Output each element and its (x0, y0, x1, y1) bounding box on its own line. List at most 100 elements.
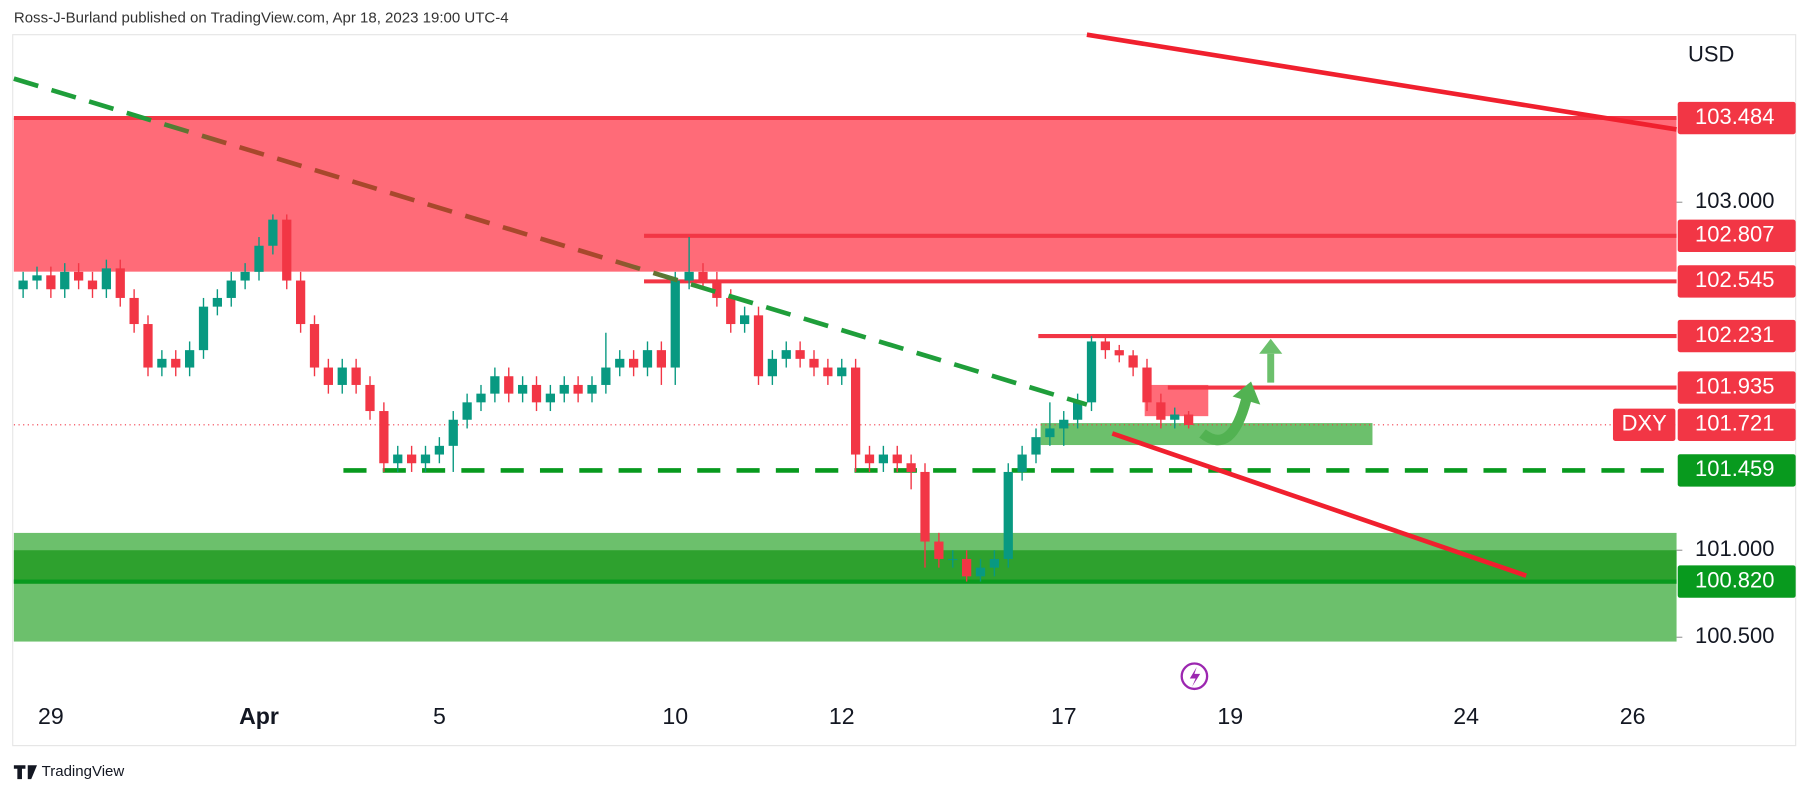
candle-body (254, 245, 264, 272)
candle-body (379, 411, 389, 464)
candle-body (351, 367, 361, 385)
price-label-bg (1677, 454, 1796, 487)
price-label-bg (1677, 219, 1796, 253)
candle-body (670, 280, 680, 368)
arrow (1199, 397, 1252, 446)
small-resistance (1144, 384, 1209, 417)
candle-body (323, 367, 333, 385)
candle-body (309, 324, 320, 368)
candle-body (1059, 419, 1069, 429)
candle-body (1003, 471, 1013, 559)
event-icon-bolt (1189, 666, 1201, 687)
x-tick-label: 26 (1620, 703, 1646, 729)
footer: TradingView (42, 763, 125, 780)
candle-body (989, 558, 999, 568)
candle-body (712, 280, 722, 298)
trendline (1111, 431, 1528, 578)
header: Ross-J-Burland published on TradingView.… (14, 9, 509, 26)
x-tick-label: 24 (1453, 703, 1479, 729)
symbol-label-bg (1612, 408, 1676, 441)
x-tick-label: Apr (239, 703, 279, 729)
candle-body (268, 219, 278, 246)
candle-body (559, 384, 569, 394)
candle-body (629, 358, 639, 368)
candle-body (46, 275, 56, 290)
candle-body (185, 350, 195, 368)
candle-body (1086, 341, 1097, 403)
support-zone (13, 532, 1677, 642)
candle-body (32, 275, 42, 281)
price-label: 103.484 (1695, 104, 1774, 129)
candle-body (1184, 414, 1194, 425)
x-tick-label: 10 (662, 703, 688, 729)
candle-body (198, 306, 209, 351)
candle-body (698, 271, 708, 281)
logo (13, 765, 37, 780)
candle-body (212, 297, 222, 307)
candle-body (1128, 355, 1138, 368)
candle-body (573, 384, 583, 394)
candle-body (393, 454, 403, 464)
trendline (1086, 32, 1677, 132)
candle-body (851, 367, 861, 455)
candle-body (795, 350, 805, 359)
price-label: 102.231 (1695, 322, 1774, 347)
y-tick-label: 103.000 (1695, 188, 1774, 213)
candle-body (157, 358, 167, 368)
candle-body (365, 384, 375, 412)
candle-body (226, 280, 236, 298)
price-label-bg (1677, 101, 1796, 135)
candle-body (60, 271, 70, 290)
x-tick-label: 5 (433, 703, 446, 729)
price-label: 101.935 (1695, 373, 1774, 398)
candle-body (407, 454, 417, 464)
candle-body (448, 419, 458, 446)
candle-body (1045, 428, 1055, 438)
candle-body (18, 280, 28, 290)
candle-body (101, 268, 111, 290)
candle-body (878, 454, 888, 464)
candle-body (837, 367, 847, 377)
price-label: 100.820 (1695, 567, 1774, 592)
candle-body (531, 384, 542, 403)
x-tick-label: 17 (1051, 703, 1077, 729)
candle-body (420, 454, 431, 464)
candle-body (1100, 341, 1110, 351)
candle-body (1156, 402, 1166, 420)
price-label: 101.459 (1695, 456, 1774, 481)
price-label: 102.807 (1695, 222, 1774, 247)
candle-body (462, 402, 472, 420)
price-label: 101.721 (1695, 411, 1774, 436)
x-tick-label: 19 (1217, 703, 1243, 729)
candle-body (1142, 367, 1152, 403)
event-icon[interactable] (1180, 662, 1209, 691)
candle-body (864, 454, 875, 464)
candle-body (781, 350, 791, 359)
candle-body (240, 271, 250, 281)
price-label-bg (1677, 265, 1796, 298)
candle-body (74, 271, 84, 281)
candle-body (684, 271, 694, 281)
y-tick-label: 100.500 (1695, 623, 1774, 648)
candle-body (962, 558, 972, 577)
price-label-bg (1677, 371, 1796, 404)
candle-body (1017, 454, 1027, 472)
candle-body (656, 350, 666, 368)
candle-body (587, 384, 597, 394)
candle-body (115, 268, 125, 298)
candle-body (504, 376, 514, 394)
candle-body (1031, 437, 1041, 455)
candle-body (1170, 414, 1180, 420)
candle-body (823, 367, 833, 377)
y-tick-label: 101.000 (1695, 536, 1774, 561)
candle-body (282, 219, 292, 281)
candle-body (948, 558, 958, 561)
price-label-bg (1677, 565, 1796, 598)
arrow-head (1259, 338, 1283, 354)
trendline (13, 76, 1088, 407)
candle-body (143, 324, 153, 368)
currency: USD (1688, 41, 1734, 66)
candle-body (740, 315, 750, 325)
